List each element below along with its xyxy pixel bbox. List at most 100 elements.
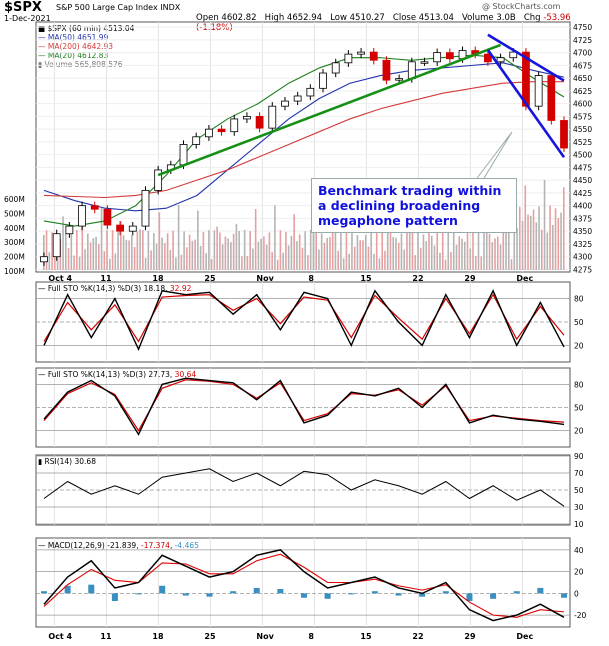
- volume-bar: [345, 230, 348, 270]
- volume-tick-label: 600M: [4, 195, 25, 204]
- price-tick-label: 4500: [573, 151, 592, 160]
- grid-layer: [35, 21, 571, 628]
- legend-ma200: — MA(200) 4642.93: [38, 42, 114, 51]
- volume-bar: [356, 235, 359, 270]
- legend-price-text: $SPX (60 min) 4513.04: [47, 24, 135, 33]
- candle-body: [407, 61, 416, 80]
- sto1-tick-label: 50: [574, 318, 584, 327]
- x-tick-label-top: Oct 4: [48, 274, 72, 283]
- volume-bar: [95, 236, 97, 270]
- volume-bar: [246, 255, 249, 270]
- price-tick-label: 4350: [573, 227, 592, 236]
- close-label: Close: [392, 13, 417, 23]
- volume-bar: [221, 244, 224, 270]
- volume-bar: [441, 230, 444, 270]
- macd-histogram-bar: [348, 593, 355, 595]
- price-tick-label: 4650: [573, 74, 592, 83]
- x-tick-label-bottom: 18: [152, 632, 164, 641]
- macd-histogram-bar: [513, 591, 520, 594]
- x-tick-label-bottom: 29: [464, 632, 476, 641]
- volume-bar: [549, 205, 551, 270]
- volume-bar: [268, 232, 271, 270]
- candle-body: [230, 118, 239, 133]
- candle-body: [281, 100, 289, 107]
- volume-bar: [318, 249, 320, 270]
- volume-bar: [188, 234, 191, 270]
- macd-hist-value: -4.465: [174, 541, 199, 550]
- volume-bar: [191, 240, 194, 270]
- volume-bar: [65, 234, 67, 270]
- volume-bar: [502, 232, 505, 270]
- volume-bar: [67, 248, 70, 270]
- volume-tick-label: 400M: [4, 224, 25, 233]
- candle-body: [433, 52, 442, 63]
- candle-body: [344, 53, 353, 64]
- x-tick-label-bottom: Oct 4: [48, 632, 72, 641]
- candle-body: [445, 52, 454, 60]
- candle-body: [395, 78, 404, 81]
- exchange-code: INDX: [160, 3, 181, 12]
- legend-ma50: — MA(50) 4651.99: [38, 33, 109, 42]
- candle-body: [547, 75, 556, 121]
- legend-ma20-text: MA(20) 4612.83: [47, 51, 109, 60]
- ma-line-MA(20): [43, 54, 565, 227]
- volume-bar: [133, 246, 136, 270]
- volume-bar: [109, 258, 111, 270]
- volume-bar: [219, 232, 221, 270]
- index-full-name: S&P 500 Large Cap Index: [56, 3, 158, 12]
- price-tick-label: 4275: [573, 265, 592, 274]
- volume-bar: [81, 205, 84, 270]
- volume-bar: [329, 237, 331, 270]
- candle-body: [331, 62, 340, 74]
- volume-bar: [131, 234, 133, 270]
- macd-histogram-bar: [277, 589, 284, 594]
- candle-body: [204, 128, 213, 138]
- volume-bar: [180, 254, 183, 270]
- price-tick-label: 4675: [573, 61, 592, 70]
- price-tick-label: 4625: [573, 87, 592, 96]
- volume-bar: [210, 259, 213, 270]
- macd-histogram-bar: [182, 593, 189, 596]
- high-label: High: [264, 13, 285, 23]
- macd-histogram-bar: [442, 591, 449, 594]
- volume-tick-label: 200M: [4, 253, 25, 262]
- volume-bar: [505, 226, 507, 270]
- volume-bar: [557, 218, 560, 270]
- x-tick-label-top: 15: [360, 274, 372, 283]
- sto2-tick-label: 20: [574, 427, 584, 436]
- candle-body: [293, 95, 302, 102]
- sto1-label: — Full STO %K(14,3) %D(3) 18.18, 32.92: [38, 284, 192, 293]
- volume-bar: [439, 252, 441, 270]
- x-tick-label-bottom: Nov: [256, 632, 274, 641]
- volume-bar: [485, 223, 488, 270]
- macd-histogram-bar: [206, 593, 213, 597]
- macd-signal-value: -17.374: [140, 541, 170, 550]
- chg-value: -53.96 (-1.18%): [196, 13, 571, 33]
- volume-bar: [436, 232, 439, 270]
- high-value: 4652.94: [286, 13, 323, 23]
- volume-bar: [331, 218, 334, 270]
- pattern-annotation: Benchmark trading within a declining bro…: [311, 178, 517, 233]
- sto1-tick-label: 20: [574, 341, 584, 350]
- volume-bar: [408, 232, 411, 270]
- volume-bar: [510, 259, 513, 270]
- macd-tick-label: -20: [574, 611, 586, 620]
- price-tick-label: 4450: [573, 176, 592, 185]
- volume-bar: [323, 242, 326, 270]
- volume-bar: [276, 259, 279, 270]
- annotation-line-3: megaphone pattern: [318, 213, 458, 228]
- candle-body: [154, 169, 163, 191]
- price-tick-label: 4375: [573, 214, 592, 223]
- rsi-tick-label: 90: [574, 452, 584, 461]
- volume-bar: [279, 230, 282, 270]
- candle-body: [116, 224, 124, 232]
- candle-body: [319, 72, 327, 89]
- candle-body: [90, 205, 99, 210]
- sto2-k-line: [43, 377, 565, 436]
- macd-histogram-bar: [561, 593, 567, 598]
- volume-bar: [147, 230, 150, 270]
- macd-tick-label: 0: [574, 589, 579, 598]
- x-tick-label-bottom: 11: [100, 632, 112, 641]
- volume-bar: [469, 248, 472, 270]
- candle-body: [141, 189, 150, 227]
